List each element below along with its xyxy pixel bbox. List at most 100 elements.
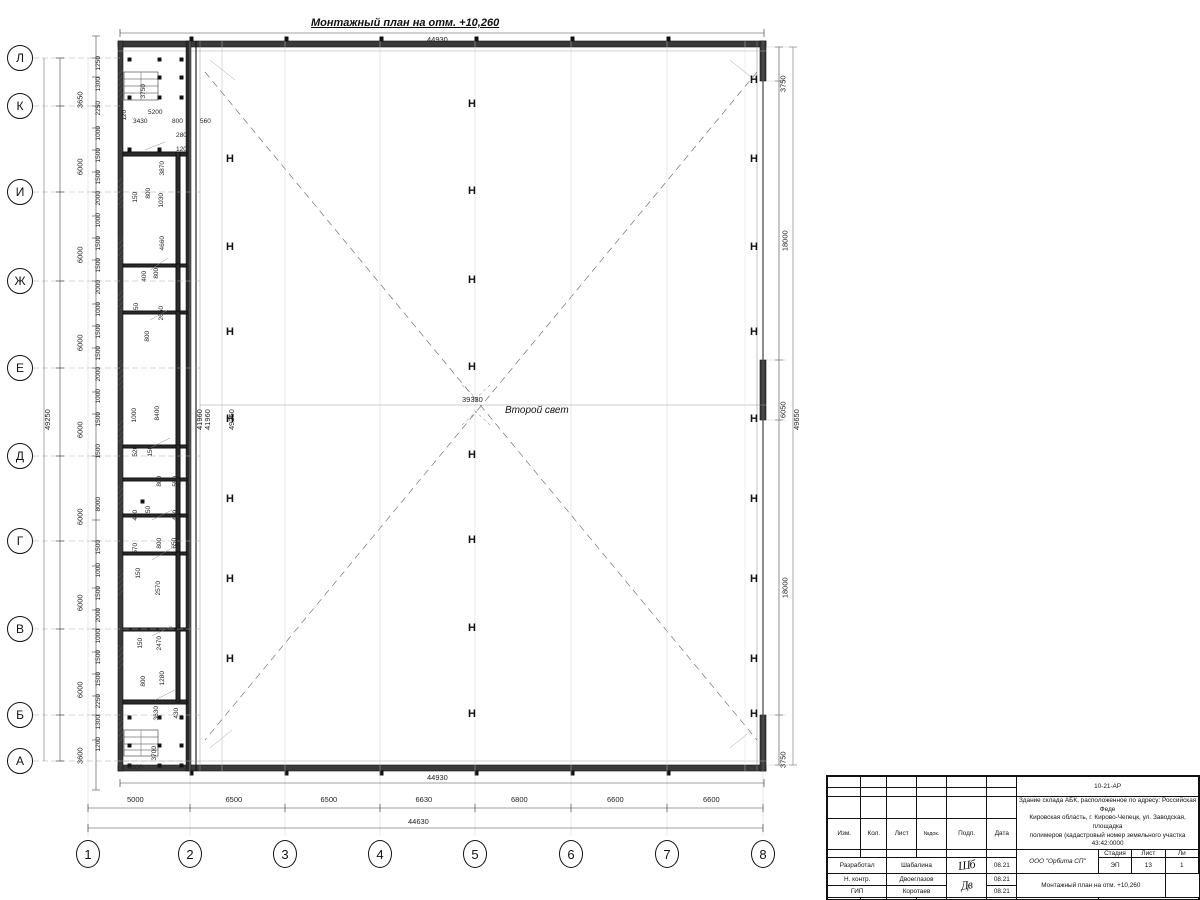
grid-bubble-3[interactable]: 3 <box>273 840 297 868</box>
dim-left-inner-8: 1500 <box>94 236 102 251</box>
grid-bubble-5[interactable]: 5 <box>463 840 487 868</box>
dim-left-inner-3: 1000 <box>94 126 102 141</box>
dim-interior-6: 280 <box>176 132 187 139</box>
dim-left-inner-16: 1500 <box>94 412 102 427</box>
tb-col-data: Дата <box>986 817 1018 850</box>
tb-sheet-name: Монтажный план на отм. +10,260 <box>1016 872 1166 898</box>
dim-interior-35: 3630 <box>152 706 160 721</box>
grid-bubble-И[interactable]: И <box>7 179 33 205</box>
tb-blank-25 <box>826 896 862 900</box>
dim-left-inner-27: 1300 <box>94 714 102 729</box>
tb-blank-2 <box>860 776 888 788</box>
dim-bottom-span-0: 5000 <box>127 795 144 804</box>
grid-bubble-label: А <box>15 754 24 768</box>
column-symbol-right-0: H <box>750 74 758 86</box>
grid-bubble-Л[interactable]: Л <box>7 45 33 71</box>
grid-bubble-К[interactable]: К <box>7 93 33 119</box>
grid-bubble-Д[interactable]: Д <box>7 443 33 469</box>
grid-bubble-2[interactable]: 2 <box>178 840 202 868</box>
grid-bubble-Е[interactable]: Е <box>7 355 33 381</box>
tb-blank-13 <box>826 796 862 819</box>
dim-interior-4: 800 <box>172 118 183 125</box>
dim-left-inner-13: 1500 <box>94 346 102 361</box>
dim-left-inner-21: 1500 <box>94 586 102 601</box>
tb-project-line-3: полимеров (кадастровый номер земельного … <box>1029 831 1186 848</box>
dim-interior-10: 150 <box>132 191 140 203</box>
dim-left-inner-24: 1500 <box>94 649 102 664</box>
dim-right-span-4: 3750 <box>778 751 788 769</box>
dim-interior-29: 150 <box>135 567 143 579</box>
column-symbol-right-1: H <box>750 153 758 165</box>
grid-bubble-label: 7 <box>663 846 671 862</box>
dim-left-inner-22: 2000 <box>94 608 102 623</box>
dim-right-span-3: 18000 <box>780 576 790 598</box>
tb-blank-10 <box>916 787 947 797</box>
grid-bubble-7[interactable]: 7 <box>655 840 679 868</box>
tb-col-podp: Подп. <box>945 817 988 850</box>
grid-bubble-Ж[interactable]: Ж <box>7 268 33 294</box>
dim-left-overall: 49250 <box>43 409 52 430</box>
column-symbol-right-4: H <box>750 413 758 425</box>
dim-left-inner-4: 1500 <box>94 148 102 163</box>
dim-center: 39330 <box>462 395 483 404</box>
dim-bottom-span-2: 6500 <box>320 795 338 804</box>
tb-blank-21 <box>886 848 918 858</box>
tb-row-date-2: 08.21 <box>986 884 1018 898</box>
grid-bubble-4[interactable]: 4 <box>368 840 392 868</box>
dim-left-inner-23: 1000 <box>94 628 102 643</box>
dim-interior-13: 400 <box>141 270 149 282</box>
tb-row-name-2: Коротаев <box>886 884 947 898</box>
dim-interior-16: 2650 <box>157 306 165 321</box>
grid-bubble-В[interactable]: В <box>7 616 33 642</box>
column-symbol-spine-1: H <box>226 241 234 253</box>
tb-blank-6 <box>986 776 1018 788</box>
column-symbol-mid-1: H <box>468 185 476 197</box>
dim-interior-22: 550 <box>172 475 180 487</box>
dim-inner-vertical: 41960 <box>203 409 212 430</box>
grid-bubble-label: 4 <box>376 846 384 862</box>
dim-left-inner-12: 1500 <box>94 324 102 339</box>
dim-interior-11: 1030 <box>157 193 165 208</box>
dim-left-inner-6: 2000 <box>94 191 102 206</box>
grid-bubble-1[interactable]: 1 <box>76 840 100 868</box>
grid-bubble-Г[interactable]: Г <box>7 528 33 554</box>
dim-left-inner-9: 1500 <box>94 258 102 273</box>
dim-interior-3: 3430 <box>133 118 148 125</box>
grid-bubble-label: 8 <box>759 846 767 862</box>
dim-interior-27: 570 <box>132 542 140 554</box>
grid-bubble-А[interactable]: А <box>7 748 33 774</box>
grid-bubble-label: К <box>16 99 24 113</box>
dim-interior-21: 800 <box>156 475 164 487</box>
dim-left-span-4: 6000 <box>75 421 85 439</box>
dim-left-inner-15: 1000 <box>94 389 102 404</box>
dim-interior-18: 8400 <box>153 406 161 421</box>
column-symbol-mid-2: H <box>468 274 476 286</box>
dim-left-span-6: 6000 <box>75 594 85 612</box>
dim-left-span-5: 6000 <box>75 507 85 525</box>
tb-row-date-1: 08.21 <box>986 872 1018 886</box>
dim-left-span-1: 6000 <box>75 158 85 176</box>
grid-bubble-8[interactable]: 8 <box>751 840 775 868</box>
column-symbol-spine-6: H <box>226 653 234 665</box>
grid-bubble-label: Л <box>16 51 24 65</box>
dim-interior-37: 3700 <box>150 746 158 761</box>
dim-interior-38: 5200 <box>128 764 143 771</box>
dim-interior-30: 2570 <box>154 581 162 596</box>
tb-blank-7 <box>826 787 862 797</box>
dim-interior-34: 800 <box>140 675 148 687</box>
dim-left-inner-14: 2000 <box>94 367 102 382</box>
tb-col-kol: Кол. <box>860 817 888 850</box>
dim-interior-24: 440 <box>132 509 140 521</box>
grid-bubble-label: 2 <box>186 846 194 862</box>
dim-interior-15: 150 <box>133 302 141 314</box>
column-symbol-mid-4: H <box>468 449 476 461</box>
grid-bubble-label: 5 <box>471 846 479 862</box>
grid-bubble-label: 3 <box>281 846 289 862</box>
tb-project-line-1: Здание склада АБК, расположенное по адре… <box>1018 797 1197 813</box>
tb-blank-16 <box>916 796 947 819</box>
dim-interior-19: 520 <box>132 445 140 457</box>
grid-bubble-Б[interactable]: Б <box>7 702 33 728</box>
grid-bubble-6[interactable]: 6 <box>559 840 583 868</box>
column-symbol-right-8: H <box>750 708 758 720</box>
